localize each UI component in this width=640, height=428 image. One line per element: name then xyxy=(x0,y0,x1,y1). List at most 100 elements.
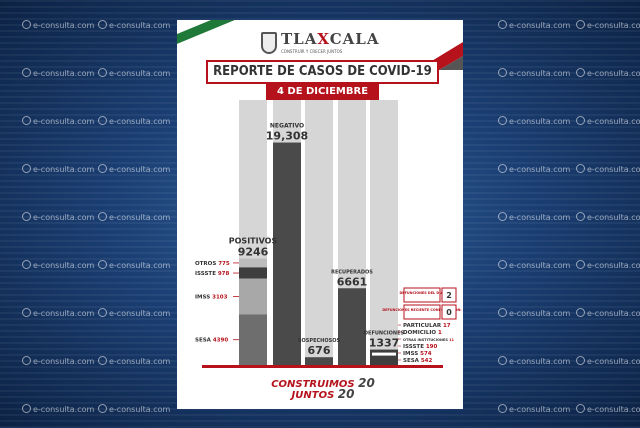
daily-value-0: 2 xyxy=(446,291,452,300)
defunciones-breakdown-5: SESA 542 xyxy=(403,358,433,364)
category-label-negativo: NEGATIVO xyxy=(270,123,304,130)
baseline-bar xyxy=(202,365,443,368)
bar-negativo xyxy=(273,142,301,365)
value-label-positivos: 9246 xyxy=(238,245,269,258)
tlaxcala-logo: TLAXCALA CONSTRUIR Y CRECER JUNTOS xyxy=(261,30,379,62)
watermark-text: e-consulta.com xyxy=(22,356,94,366)
watermark-text: e-consulta.com xyxy=(576,68,640,78)
watermark-text: e-consulta.com xyxy=(576,308,640,318)
value-label-recuperados: 6661 xyxy=(337,275,368,288)
shield-icon xyxy=(261,32,277,54)
watermark-text: e-consulta.com xyxy=(22,116,94,126)
defunciones-breakdown-0: PARTICULAR 17 xyxy=(403,323,451,329)
watermark-text: e-consulta.com xyxy=(498,308,570,318)
daily-label-box-0 xyxy=(403,287,441,303)
breakdown-value: 17 xyxy=(443,323,451,329)
defunciones-breakdown-2: OTRAS INSTITUCIONES 11 xyxy=(403,338,455,342)
report-title: REPORTE DE CASOS DE COVID-19 xyxy=(206,60,439,84)
watermark-text: e-consulta.com xyxy=(98,164,170,174)
watermark-text: e-consulta.com xyxy=(498,20,570,30)
breakdown-label: SESA xyxy=(403,358,421,364)
breakdown-label: OTRAS INSTITUCIONES xyxy=(403,338,449,342)
watermark-text: e-consulta.com xyxy=(576,20,640,30)
breakdown-value: 190 xyxy=(426,344,438,350)
defunciones-breakdown-4: IMSS 574 xyxy=(403,351,432,357)
watermark-text: e-consulta.com xyxy=(498,68,570,78)
logo-name: TLAXCALA xyxy=(281,30,380,48)
column-bg-2 xyxy=(305,100,333,365)
breakdown-value: 978 xyxy=(218,271,230,277)
bg-stripe xyxy=(0,0,640,2)
bar-positivos-sesa xyxy=(239,314,267,365)
positivos-breakdown-issste: ISSSTE 978 xyxy=(195,271,230,277)
bg-stripe xyxy=(0,420,640,422)
bar-defunciones xyxy=(370,349,398,365)
watermark-text: e-consulta.com xyxy=(98,212,170,222)
breakdown-value: 11 xyxy=(449,338,454,342)
watermark-text: e-consulta.com xyxy=(576,404,640,414)
daily-value-1: 0 xyxy=(446,308,452,317)
bar-recuperados xyxy=(338,288,366,365)
watermark-text: e-consulta.com xyxy=(498,116,570,126)
footer-line-1: CONSTRUIMOS 20 xyxy=(271,376,375,390)
breakdown-label: ISSSTE xyxy=(403,344,426,350)
watermark-text: e-consulta.com xyxy=(98,20,170,30)
watermark-text: e-consulta.com xyxy=(22,404,94,414)
watermark-text: e-consulta.com xyxy=(576,164,640,174)
defunciones-breakdown-3: ISSSTE 190 xyxy=(403,344,438,350)
value-label-defunciones: 1337 xyxy=(369,337,400,350)
watermark-text: e-consulta.com xyxy=(98,260,170,270)
watermark-text: e-consulta.com xyxy=(498,356,570,366)
breakdown-label: DOMICILIO xyxy=(403,330,438,336)
footer-line-2: JUNTOS 20 xyxy=(291,387,355,401)
watermark-text: e-consulta.com xyxy=(98,116,170,126)
bar-positivos-imss xyxy=(239,278,267,315)
breakdown-value: 3103 xyxy=(212,295,227,301)
breakdown-value: 775 xyxy=(218,261,230,267)
watermark-text: e-consulta.com xyxy=(498,260,570,270)
breakdown-label: PARTICULAR xyxy=(403,323,443,329)
breakdown-label: OTROS xyxy=(195,261,218,267)
watermark-text: e-consulta.com xyxy=(22,164,94,174)
watermark-text: e-consulta.com xyxy=(98,68,170,78)
watermark-text: e-consulta.com xyxy=(98,308,170,318)
defunciones-stripe xyxy=(372,352,396,356)
value-label-negativo: 19,308 xyxy=(266,130,308,143)
breakdown-label: IMSS xyxy=(403,351,420,357)
watermark-text: e-consulta.com xyxy=(498,212,570,222)
positivos-breakdown-otros: OTROS 775 xyxy=(195,261,230,267)
breakdown-value: 542 xyxy=(421,358,433,364)
gray-stripe xyxy=(439,56,463,70)
daily-label-1: DEFUNCIONES RECIENTE CONFIRMACIÓN: xyxy=(382,307,461,312)
column-bg-4 xyxy=(370,100,398,365)
white-stripe xyxy=(177,20,243,50)
watermark-text: e-consulta.com xyxy=(576,212,640,222)
covid-report-poster: TLAXCALA CONSTRUIR Y CRECER JUNTOS REPOR… xyxy=(177,20,463,409)
breakdown-value: 4390 xyxy=(213,338,228,344)
daily-value-box-1 xyxy=(441,304,457,320)
defunciones-breakdown-1: DOMICILIO 1 xyxy=(403,330,442,336)
bg-stripe xyxy=(0,12,640,14)
bar-positivos-issste xyxy=(239,267,267,279)
breakdown-value: 574 xyxy=(420,351,432,357)
positivos-breakdown-imss: IMSS 3103 xyxy=(195,295,228,301)
breakdown-label: ISSSTE xyxy=(195,271,218,277)
bar-sospechosos xyxy=(305,357,333,365)
watermark-text: e-consulta.com xyxy=(22,260,94,270)
positivos-breakdown-sesa: SESA 4390 xyxy=(195,338,228,344)
report-date: 4 DE DICIEMBRE xyxy=(266,84,379,100)
watermark-text: e-consulta.com xyxy=(98,356,170,366)
daily-value-box-0 xyxy=(441,287,457,303)
watermark-text: e-consulta.com xyxy=(22,68,94,78)
bg-stripe xyxy=(0,414,640,416)
category-label-recuperados: RECUPERADOS xyxy=(331,269,373,275)
daily-label-0: DEFUNCIONES DEL DÍA: xyxy=(399,290,444,295)
bg-stripe xyxy=(0,6,640,8)
category-label-sospechosos: SOSPECHOSOS xyxy=(298,338,340,344)
value-label-sospechosos: 676 xyxy=(308,344,331,357)
bg-stripe xyxy=(0,18,640,20)
watermark-text: e-consulta.com xyxy=(22,212,94,222)
watermark-text: e-consulta.com xyxy=(498,164,570,174)
watermark-text: e-consulta.com xyxy=(498,404,570,414)
